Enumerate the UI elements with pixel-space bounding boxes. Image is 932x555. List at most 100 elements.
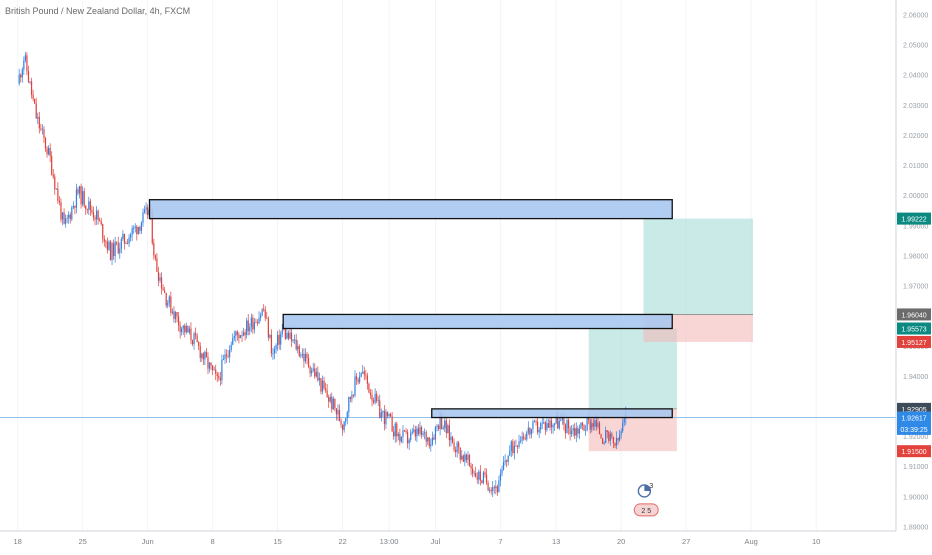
candle [297,340,299,354]
candle [306,351,308,365]
candle-body [482,472,485,484]
candle-body [27,71,30,83]
price-label-bg [897,308,931,321]
candle-body [383,411,385,425]
candle [71,205,73,222]
price-label: 1.92617 [897,411,931,424]
candle-body [557,415,559,429]
candle [499,468,502,487]
candle-body [617,437,619,441]
candle [368,382,370,394]
candle-body [224,354,226,359]
candle-body [196,335,198,342]
candle-body [507,455,509,462]
candle-body [380,412,382,419]
candle-body [147,207,149,216]
candle [133,225,135,234]
candle [396,421,398,442]
candle-body [614,443,616,446]
candle-body [459,447,461,460]
candle [413,424,415,434]
candle-body [411,431,413,433]
candle [492,480,494,497]
candle-body [75,189,78,208]
candle-body [278,335,280,345]
candle-body [91,209,93,213]
candle-body [249,327,251,332]
candle-body [44,137,47,149]
candle [538,426,540,439]
candle [317,366,319,382]
candle [434,425,437,445]
candle [131,225,133,241]
price-tick-label: 2.00000 [903,193,928,200]
candle [195,327,197,340]
candle-body [18,74,20,84]
candle-body [334,398,336,409]
candle-body [444,420,446,428]
candle [294,334,296,345]
candle-body [580,422,582,429]
candle [592,418,594,431]
candle-body [592,423,594,427]
candle-body [538,429,540,433]
candle-body [436,425,438,427]
candle [29,81,31,85]
candle-body [160,277,163,289]
candle-body [204,351,206,360]
candle [277,331,279,351]
candle-body [323,380,325,389]
candle-body [123,234,126,244]
time-tick-label: 7 [498,537,502,546]
candle [458,440,460,454]
candle [255,318,257,324]
candle-body [594,420,596,427]
candle-body [208,362,211,369]
candle-body [58,200,61,203]
calendar-event-icon[interactable]: 3 [637,483,653,498]
time-tick-label: 20 [617,537,625,546]
candle [26,52,28,76]
price-label-text: 1.96040 [901,312,926,319]
resistance-zone-middle[interactable] [282,313,673,330]
candle [83,187,85,208]
candle-body [399,434,401,442]
candle [419,421,421,437]
candle-body [174,311,177,320]
candle-body [273,349,276,354]
candle-body [139,226,141,231]
dividend-marker-icon[interactable]: 2 5 [633,503,659,517]
candle [552,423,554,434]
candle [34,98,36,104]
price-tick-label: 1.97000 [903,284,928,291]
candle [142,208,144,227]
candle [72,201,74,210]
candle [383,405,385,431]
candle-body [428,437,430,447]
candle [204,350,206,366]
candle-body [597,422,599,427]
time-tick-label: Aug [744,537,757,546]
candle [472,463,474,478]
zones-layer[interactable] [148,199,673,419]
candle-body [68,214,70,218]
candle-body [30,81,33,95]
candle [69,212,71,224]
resistance-zone-upper[interactable] [148,199,673,220]
candle-body [584,430,587,431]
candle [523,432,525,441]
candle-body [359,376,361,382]
events-layer[interactable]: 3 2 5 [633,483,659,517]
candle-body [512,441,514,454]
price-tick-label: 2.06000 [903,12,928,19]
candle [481,479,483,484]
candle [526,430,528,442]
candle-body [456,442,458,453]
candle [397,431,399,441]
resistance-zone-lower[interactable] [431,408,673,419]
price-tick-label: 2.02000 [903,133,928,140]
candle-body [478,471,480,480]
candle [188,325,191,335]
